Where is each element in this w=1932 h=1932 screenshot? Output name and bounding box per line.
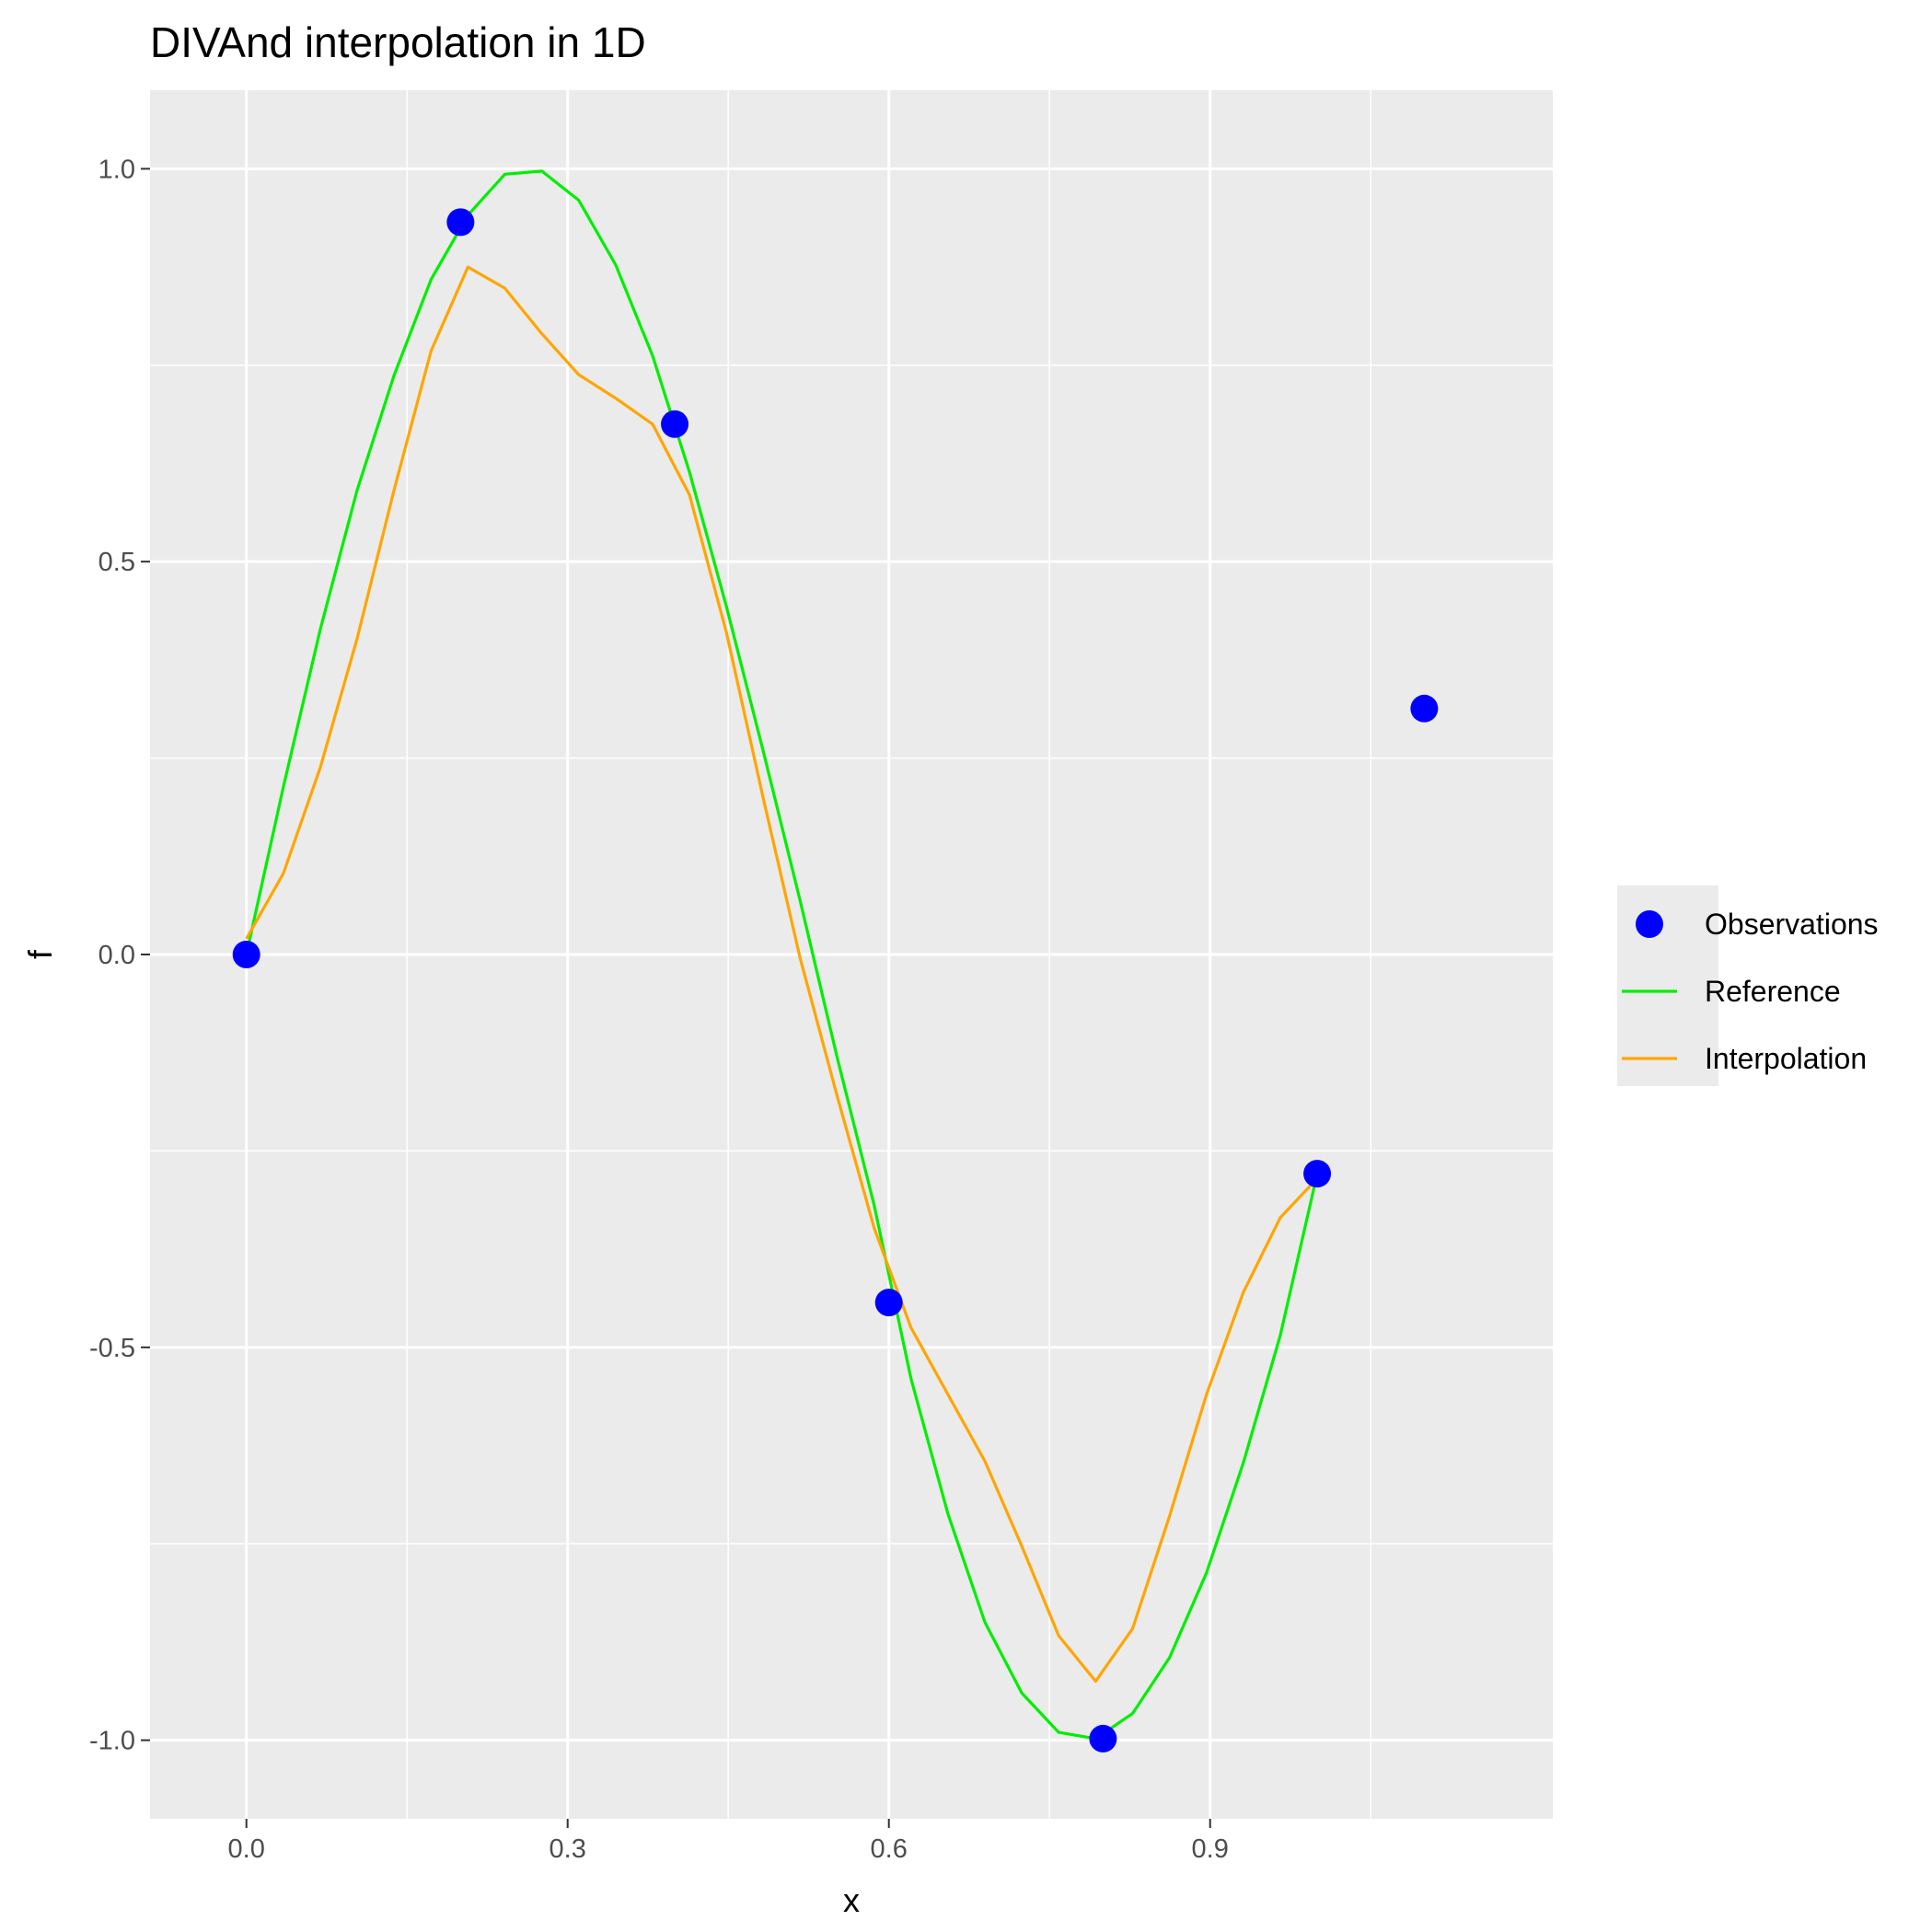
y-axis-title: f bbox=[21, 949, 59, 959]
observation-point bbox=[875, 1289, 903, 1316]
legend-label: Observations bbox=[1705, 908, 1879, 941]
y-tick-label: 0.5 bbox=[98, 548, 135, 577]
legend-background bbox=[1617, 885, 1718, 1086]
legend-label: Interpolation bbox=[1705, 1042, 1867, 1075]
legend-point-symbol bbox=[1636, 910, 1663, 938]
x-axis-title: x bbox=[843, 1881, 860, 1919]
x-tick-label: 0.0 bbox=[228, 1834, 265, 1864]
x-tick-label: 0.9 bbox=[1192, 1834, 1229, 1864]
chart-title: DIVAnd interpolation in 1D bbox=[150, 18, 646, 66]
observation-point bbox=[233, 941, 260, 968]
x-tick-label: 0.3 bbox=[550, 1834, 586, 1864]
legend: Observations Reference Interpolation bbox=[1617, 885, 1879, 1086]
y-tick-label: -0.5 bbox=[89, 1334, 135, 1363]
x-axis: 0.0 0.3 0.6 0.9 bbox=[228, 1819, 1229, 1864]
observation-point bbox=[1410, 695, 1438, 723]
observation-point bbox=[1303, 1160, 1331, 1187]
x-tick-label: 0.6 bbox=[871, 1834, 908, 1864]
observation-point bbox=[446, 208, 474, 236]
legend-label: Reference bbox=[1705, 975, 1841, 1008]
y-axis: -1.0 -0.5 0.0 0.5 1.0 bbox=[89, 155, 150, 1755]
observation-point bbox=[1089, 1725, 1116, 1753]
observation-point bbox=[661, 411, 688, 438]
y-tick-label: 1.0 bbox=[98, 155, 135, 184]
y-tick-label: 0.0 bbox=[98, 941, 135, 970]
y-tick-label: -1.0 bbox=[89, 1727, 135, 1756]
